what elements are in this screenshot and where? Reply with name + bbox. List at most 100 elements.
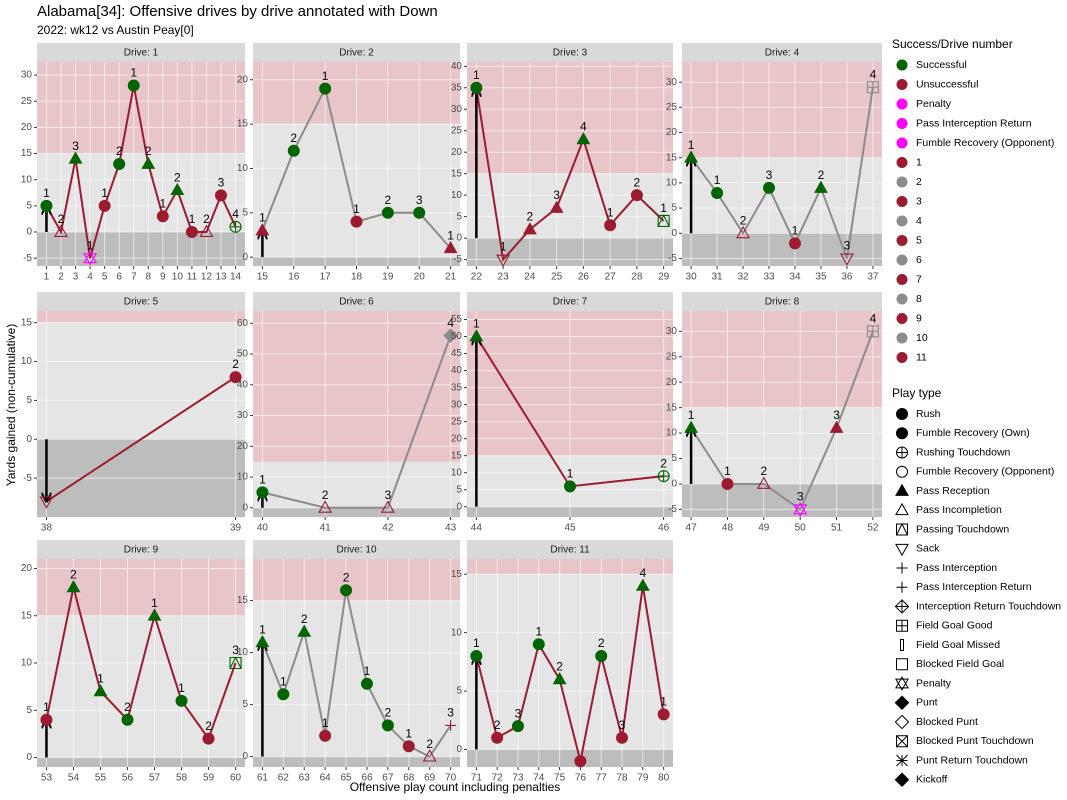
legend-symbol <box>894 695 910 711</box>
legend-label: Pass Interception Return <box>916 117 1032 129</box>
down-label: 2 <box>145 144 152 158</box>
legend-symbol <box>895 446 909 459</box>
y-tick-label: 5 <box>671 453 677 464</box>
y-tick-label: 10 <box>451 627 463 638</box>
strip <box>682 292 882 311</box>
y-tick-label: 15 <box>21 317 33 328</box>
legend-label: 1 <box>916 156 922 168</box>
down-label: 1 <box>500 240 507 254</box>
y-tick-label: 5 <box>242 699 248 710</box>
legend-symbol <box>895 408 909 420</box>
play-point <box>491 731 504 744</box>
down-label: 1 <box>101 186 108 200</box>
legend-symbol <box>896 522 908 536</box>
play-point <box>445 719 457 731</box>
down-label: 1 <box>607 205 614 219</box>
x-tick-label: 8 <box>145 272 151 283</box>
x-tick-label: 62 <box>278 773 290 784</box>
loss-zone <box>253 507 460 517</box>
down-label: 1 <box>724 464 731 478</box>
x-tick-label: 17 <box>320 272 332 283</box>
strip <box>682 43 882 62</box>
down-label: 4 <box>447 316 454 330</box>
y-tick-label: 20 <box>451 147 463 158</box>
strip <box>37 43 245 62</box>
play-point <box>657 214 670 227</box>
play-point <box>68 151 83 164</box>
play-point <box>814 180 828 193</box>
legend-label: Interception Return Touchdown <box>916 600 1061 612</box>
x-tick-label: 20 <box>414 272 426 283</box>
play-point <box>616 731 629 744</box>
down-label: 2 <box>203 212 210 226</box>
down-label: 2 <box>322 488 329 502</box>
drive-line <box>45 376 237 503</box>
down-label: 2 <box>385 193 392 207</box>
x-tick-label: 38 <box>41 523 53 534</box>
down-label: 1 <box>43 186 50 200</box>
legend-label: Passing Touchdown <box>916 523 1009 535</box>
play-point <box>156 210 169 223</box>
legend-label: 10 <box>916 332 928 344</box>
play-point <box>711 187 724 199</box>
y-tick-label: 10 <box>237 647 249 658</box>
play-point <box>511 720 524 733</box>
y-tick-label: 5 <box>26 200 32 211</box>
x-tick-label: 3 <box>73 272 79 283</box>
x-tick-label: 11 <box>187 272 198 283</box>
play-point <box>657 470 670 483</box>
x-tick-label: 66 <box>361 773 373 784</box>
down-label: 1 <box>364 664 371 678</box>
legend-label: Fumble Recovery (Opponent) <box>916 466 1054 478</box>
legend-symbol <box>896 658 908 671</box>
legend-swatch <box>896 293 908 305</box>
legend-symbol <box>896 562 908 574</box>
y-tick-label: -5 <box>23 473 32 484</box>
y-tick-label: 20 <box>451 433 463 444</box>
y-tick-label: 40 <box>451 365 463 376</box>
strip <box>467 43 673 62</box>
legend-title: Success/Drive number <box>892 37 1013 51</box>
down-label: 1 <box>322 716 329 730</box>
strip <box>253 292 460 311</box>
down-label: 1 <box>130 66 137 80</box>
down-label: 2 <box>70 568 77 582</box>
y-tick-label: 0 <box>26 752 32 763</box>
play-point <box>229 371 242 383</box>
y-tick-label: 15 <box>451 569 463 580</box>
x-tick-label: 61 <box>257 773 269 784</box>
legend-swatch <box>896 98 908 110</box>
down-label: 3 <box>619 718 626 732</box>
x-tick-label: 68 <box>403 773 415 784</box>
play-point <box>469 329 484 342</box>
loss-zone <box>467 749 673 767</box>
down-label: 2 <box>634 175 641 189</box>
down-label: 1 <box>405 726 412 740</box>
drive-line <box>475 585 665 762</box>
x-tick-label: 33 <box>763 272 775 283</box>
y-tick-label: 20 <box>21 563 33 574</box>
success-zone <box>467 62 673 174</box>
play-point <box>866 81 879 94</box>
legend-label: Field Goal Good <box>916 620 993 632</box>
play-point <box>788 237 801 250</box>
y-tick-label: 5 <box>26 705 32 716</box>
x-tick-label: 45 <box>564 523 576 534</box>
y-tick-label: 10 <box>451 467 463 478</box>
play-point <box>319 82 332 95</box>
y-tick-label: 10 <box>237 472 249 483</box>
play-point <box>443 240 458 254</box>
x-tick-label: 64 <box>320 773 332 784</box>
play-point <box>121 713 134 726</box>
x-tick-label: 70 <box>445 773 457 784</box>
strip-title: Drive: 10 <box>336 545 376 556</box>
legend-swatch <box>896 118 908 129</box>
drive-line <box>45 85 237 259</box>
play-point <box>256 486 269 499</box>
legend-label: 7 <box>916 273 922 285</box>
play-point <box>287 144 300 157</box>
x-tick-label: 19 <box>382 272 394 283</box>
legend-symbol <box>895 676 909 691</box>
strip <box>37 540 245 559</box>
down-label: 2 <box>290 131 297 145</box>
